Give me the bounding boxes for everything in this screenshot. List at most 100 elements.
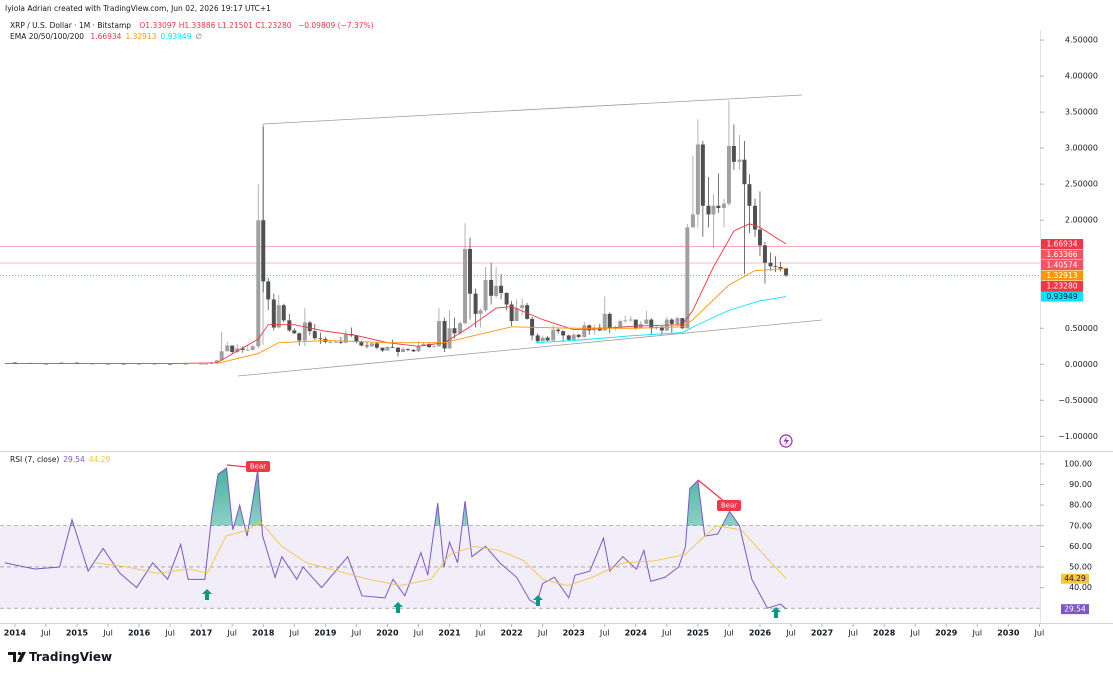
x-tick-label: 2025 <box>687 629 710 638</box>
x-tick-label: 2018 <box>252 629 275 638</box>
x-tick-label: 2022 <box>500 629 522 638</box>
candle-body <box>292 330 297 334</box>
candle-body <box>354 335 359 342</box>
price-tag-label: 1.32913 <box>1046 271 1077 280</box>
price-pane <box>0 100 1040 365</box>
candle-body <box>12 362 17 364</box>
candle-body <box>509 304 514 322</box>
candle-body <box>318 338 323 340</box>
x-tick-label: 2024 <box>625 629 648 638</box>
ema-line <box>536 296 787 344</box>
candle-body <box>276 305 281 328</box>
candle-body <box>463 249 468 324</box>
candle-body <box>230 345 235 353</box>
y-tick-label: −1.00000 <box>1058 432 1098 441</box>
candle-body <box>152 363 157 365</box>
candle-body <box>121 363 126 365</box>
candle-body <box>214 360 219 363</box>
x-tick-label: Jul <box>909 629 920 638</box>
x-tick-label: Jul <box>971 629 982 638</box>
x-tick-label: Jul <box>413 629 424 638</box>
candle-body <box>695 144 700 215</box>
candle-body <box>628 319 633 321</box>
symbol-line: XRP / U.S. Dollar · 1M · Bitstamp O1.330… <box>10 21 374 30</box>
candle-body <box>385 346 390 351</box>
ohlc: O1.33097 H1.33886 L1.21501 C1.23280 <box>139 21 291 30</box>
candle-body <box>566 335 571 340</box>
logo[interactable]: TradingView <box>8 650 112 664</box>
candle-body <box>411 349 416 352</box>
candle-body <box>784 268 789 276</box>
ema-label: EMA 20/50/100/200 <box>10 32 84 41</box>
candle-body <box>742 159 747 185</box>
candle-body <box>633 319 638 329</box>
candle-body <box>675 318 680 324</box>
candle-body <box>250 346 255 350</box>
candle-body <box>447 328 452 349</box>
candle-body <box>757 229 762 246</box>
y-tick-label: 0.50000 <box>1065 324 1098 333</box>
candle-body <box>380 347 385 351</box>
candle-body <box>773 266 778 268</box>
bear-badge <box>717 500 741 511</box>
ema-line <box>216 268 787 364</box>
replay-icon[interactable] <box>779 434 793 448</box>
candle-body <box>204 363 209 365</box>
candle-body <box>256 220 261 347</box>
x-tick-label: Jul <box>40 629 51 638</box>
price-tag <box>1041 281 1083 292</box>
axes: 4.50000 4.00000 3.50000 3.00000 2.50000 2.000… <box>4 36 1098 638</box>
candle-body <box>452 328 457 334</box>
candle-body <box>281 305 286 321</box>
candle-body <box>307 322 312 332</box>
x-tick-label: 2014 <box>4 629 27 638</box>
candle-body <box>706 205 711 215</box>
value-tag <box>1061 573 1089 584</box>
x-tick-label: Jul <box>226 629 237 638</box>
bull-arrow <box>533 595 543 606</box>
candle-body <box>649 319 654 329</box>
price-tag <box>1041 260 1083 271</box>
bear-label: Bear <box>721 502 737 510</box>
value-tag-label: 29.54 <box>1064 605 1086 614</box>
candle-body <box>561 331 566 336</box>
candle-body <box>514 308 519 322</box>
candle-body <box>374 343 379 348</box>
logo-mark <box>17 651 22 656</box>
candle-body <box>395 347 400 353</box>
value-tag <box>1061 604 1089 615</box>
x-tick-label: Jul <box>475 629 486 638</box>
candle-body <box>778 267 783 269</box>
x-tick-label: Jul <box>599 629 610 638</box>
candle-body <box>343 334 348 343</box>
candle-body <box>432 346 437 348</box>
ema-legend: EMA 20/50/100/200 1.66934 1.32913 0.93949 ∅ <box>10 32 202 41</box>
candle-body <box>535 335 540 342</box>
x-tick-label: 2030 <box>997 629 1020 638</box>
x-tick-label: Jul <box>164 629 175 638</box>
candle-body <box>504 292 509 305</box>
x-tick-label: 2029 <box>935 629 958 638</box>
ema-value: 1.66934 <box>90 32 121 41</box>
price-tag-label: 1.23280 <box>1046 282 1077 291</box>
candle-body <box>607 313 612 329</box>
candle-body <box>602 313 607 331</box>
y-tick-label: 4.00000 <box>1065 72 1098 81</box>
x-tick-label: 2020 <box>376 629 399 638</box>
x-tick-label: Jul <box>785 629 796 638</box>
candle-body <box>556 329 561 332</box>
candle-body <box>753 205 758 230</box>
candle-body <box>499 285 504 293</box>
candle-body <box>312 331 317 339</box>
candle-body <box>644 319 649 324</box>
symbol: XRP / U.S. Dollar · 1M · Bitstamp <box>10 21 131 30</box>
price-tag <box>1041 291 1083 302</box>
candle-body <box>576 334 581 337</box>
x-tick-label: 2017 <box>190 629 212 638</box>
x-tick-label: Jul <box>847 629 858 638</box>
candle-body <box>225 345 230 352</box>
candle-body <box>680 318 685 329</box>
candle-body <box>364 345 369 347</box>
ema-value: ∅ <box>195 32 202 41</box>
